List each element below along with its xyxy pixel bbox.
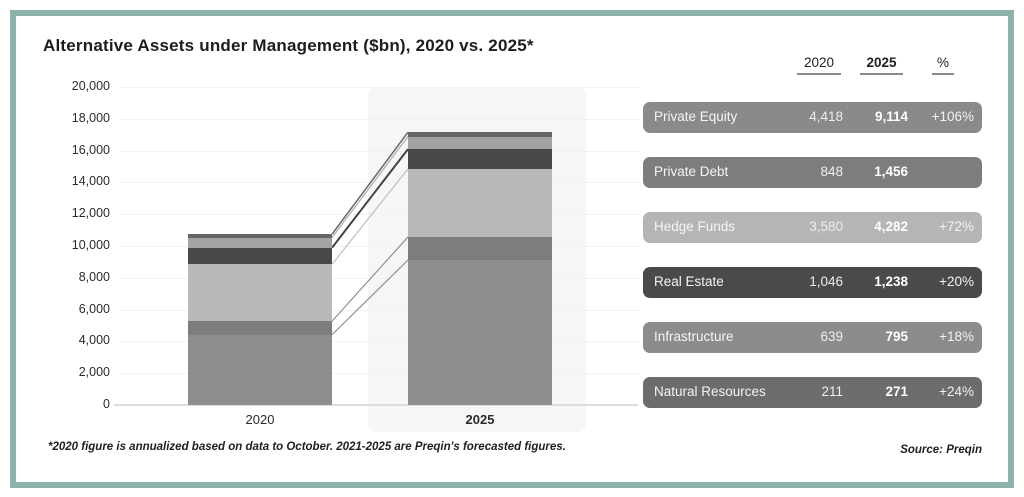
row-label: Infrastructure bbox=[654, 329, 734, 344]
grid-line bbox=[122, 246, 638, 247]
y-axis-tick-label: 0 bbox=[103, 397, 110, 411]
table-header-percent: % bbox=[932, 55, 954, 75]
grid-line bbox=[122, 373, 638, 375]
row-label: Natural Resources bbox=[654, 384, 766, 399]
table-row-private-equity: Private Equity 4,418 9,114 +106% bbox=[643, 102, 982, 133]
value-percent: +18% bbox=[939, 329, 974, 344]
bar-segment-private-debt bbox=[408, 236, 552, 261]
row-label: Private Equity bbox=[654, 109, 738, 124]
row-label: Real Estate bbox=[654, 274, 724, 289]
value-2025: 1,456 bbox=[874, 164, 908, 179]
y-axis-tick-label: 10,000 bbox=[71, 238, 110, 252]
connector-line-natural-resources bbox=[331, 131, 409, 235]
grid-line bbox=[122, 118, 638, 120]
bar-segment-real-estate bbox=[188, 247, 332, 265]
row-label: Hedge Funds bbox=[654, 219, 736, 234]
value-2020: 4,418 bbox=[809, 109, 843, 124]
bar-segment-private-debt bbox=[188, 321, 332, 335]
bar-2025 bbox=[408, 132, 552, 405]
y-axis-tick-label: 6,000 bbox=[78, 301, 110, 316]
table-header-2020: 2020 bbox=[797, 55, 841, 75]
value-2020: 848 bbox=[820, 164, 843, 179]
y-axis-tick-label: 8,000 bbox=[78, 269, 110, 284]
value-2025: 9,114 bbox=[874, 109, 908, 124]
x-axis-line bbox=[114, 404, 638, 406]
y-axis-tick-label: 14,000 bbox=[71, 174, 110, 189]
grid-line bbox=[122, 309, 638, 311]
footnote: *2020 figure is annualized based on data… bbox=[48, 441, 566, 453]
value-2025: 1,238 bbox=[874, 274, 908, 289]
value-2025: 271 bbox=[885, 384, 908, 399]
value-2025: 4,282 bbox=[874, 219, 908, 234]
value-2025: 795 bbox=[885, 329, 908, 344]
bar-segment-natural-resources bbox=[408, 132, 552, 137]
x-tick-2025: 2025 bbox=[465, 412, 495, 427]
grid-line bbox=[122, 214, 638, 216]
grid-line bbox=[122, 150, 638, 152]
table-row-infrastructure: Infrastructure 639 795 +18% bbox=[643, 322, 982, 353]
connector-line-hedge-funds bbox=[331, 168, 409, 265]
bar-segment-hedge-funds bbox=[408, 168, 552, 237]
y-axis-tick-label: 16,000 bbox=[71, 142, 110, 157]
value-2020: 639 bbox=[820, 329, 843, 344]
grid-line bbox=[122, 277, 638, 279]
table-row-natural-resources: Natural Resources 211 271 +24% bbox=[643, 377, 982, 408]
y-axis-tick-label: 12,000 bbox=[71, 206, 110, 221]
bar-segment-hedge-funds bbox=[188, 264, 332, 322]
table-row-hedge-funds: Hedge Funds 3,580 4,282 +72% bbox=[643, 212, 982, 243]
grid-line bbox=[122, 341, 638, 343]
connector-line-private-equity bbox=[331, 259, 409, 336]
value-percent: +24% bbox=[939, 384, 974, 399]
connector-line-private-debt bbox=[331, 236, 409, 322]
bar-segment-infrastructure bbox=[408, 136, 552, 150]
table-header-2025: 2025 bbox=[860, 55, 903, 75]
y-axis-tick-label: 2,000 bbox=[78, 365, 110, 380]
value-2020: 211 bbox=[821, 384, 843, 399]
x-tick-2020: 2020 bbox=[245, 412, 275, 427]
grid-line bbox=[122, 87, 638, 88]
bar-segment-natural-resources bbox=[188, 234, 332, 238]
table-row-real-estate: Real Estate 1,046 1,238 +20% bbox=[643, 267, 982, 298]
value-2020: 3,580 bbox=[809, 219, 843, 234]
bar-segment-private-equity bbox=[188, 334, 332, 405]
bar-segment-real-estate bbox=[408, 149, 552, 169]
value-2020: 1,046 bbox=[809, 274, 843, 289]
value-percent: +72% bbox=[939, 219, 974, 234]
connector-line-real-estate bbox=[331, 148, 409, 249]
y-axis-tick-label: 20,000 bbox=[71, 79, 110, 93]
bar-segment-infrastructure bbox=[188, 237, 332, 248]
row-label: Private Debt bbox=[654, 164, 729, 179]
page-title: Alternative Assets under Management ($bn… bbox=[43, 36, 534, 55]
source-credit: Source: Preqin bbox=[900, 444, 982, 456]
connector-line-infrastructure bbox=[331, 136, 409, 238]
table-row-private-debt: Private Debt 848 1,456 bbox=[643, 157, 982, 188]
value-percent: +106% bbox=[931, 109, 974, 124]
y-axis-tick-label: 18,000 bbox=[71, 110, 110, 125]
bar-2020 bbox=[188, 234, 332, 405]
value-percent: +20% bbox=[939, 274, 974, 289]
grid-line bbox=[122, 182, 638, 184]
y-axis-tick-label: 4,000 bbox=[78, 333, 110, 348]
bar-segment-private-equity bbox=[408, 260, 552, 405]
